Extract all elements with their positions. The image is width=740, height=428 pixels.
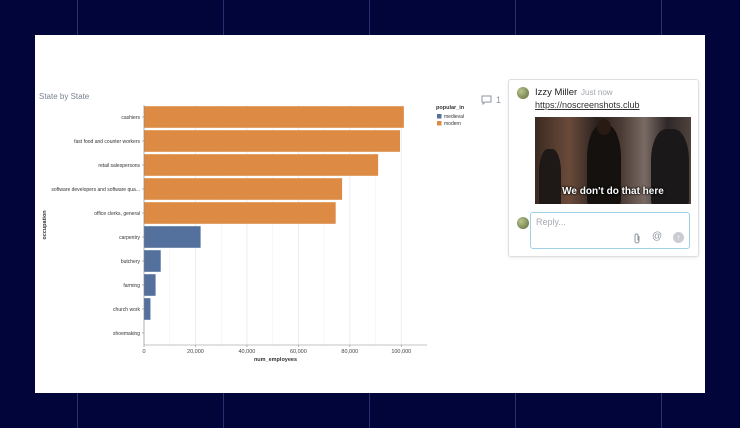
comment-author: Izzy Miller <box>535 87 578 98</box>
send-button[interactable]: ↑ <box>673 232 684 243</box>
background-gridline <box>223 393 224 428</box>
chart-title: State by State <box>39 92 90 101</box>
bar <box>144 154 379 176</box>
gif-figure <box>539 149 561 204</box>
bar <box>144 298 151 320</box>
background-gridline <box>661 0 662 35</box>
x-tick-label: 0 <box>142 349 145 355</box>
background-gridline <box>369 393 370 428</box>
x-tick-label: 80,000 <box>341 349 358 355</box>
category-label: church work <box>113 307 140 313</box>
legend-swatch <box>437 121 442 126</box>
x-tick-label: 60,000 <box>290 349 307 355</box>
background-gridline <box>661 393 662 428</box>
reply-avatar <box>517 217 529 229</box>
comment-link[interactable]: https://noscreenshots.club <box>535 100 640 110</box>
background-gridline <box>77 393 78 428</box>
paperclip-icon[interactable] <box>633 233 642 244</box>
bar <box>144 202 336 224</box>
category-label: software developers and software qua... <box>51 187 140 193</box>
category-label: farming <box>123 283 140 289</box>
arrow-up-icon: ↑ <box>676 233 681 242</box>
legend-label: medieval <box>444 114 464 120</box>
bar <box>144 178 343 200</box>
category-label: shoemaking <box>113 331 140 337</box>
background-gridline <box>369 0 370 35</box>
x-tick-label: 100,000 <box>391 349 411 355</box>
gif-caption: We don't do that here <box>562 186 664 197</box>
legend-title: popular_in <box>436 105 465 111</box>
x-axis-title: num_employees <box>254 357 297 363</box>
gif-figure <box>597 119 611 135</box>
bar-chart: cashiers fast food and counter workers ret… <box>42 105 465 363</box>
category-label: carpentry <box>119 235 140 241</box>
x-tick-label: 40,000 <box>238 349 255 355</box>
background-gridline <box>515 0 516 35</box>
category-label: office clerks, general <box>94 211 140 217</box>
gif-figure <box>587 125 621 204</box>
legend-swatch <box>437 114 442 119</box>
category-label: cashiers <box>121 115 140 121</box>
category-label: retail salespersons <box>98 163 140 169</box>
y-axis-title: occupation <box>42 210 48 240</box>
comment-time: Just now <box>581 88 613 97</box>
bar <box>144 130 400 152</box>
comment-thread: Izzy Miller Just now https://noscreensho… <box>508 79 699 257</box>
avatar <box>517 87 529 99</box>
gif-image[interactable]: We don't do that here <box>535 117 691 204</box>
legend-label: modern <box>444 121 461 127</box>
comment-count-button[interactable]: 1 <box>481 95 501 105</box>
background-gridline <box>515 393 516 428</box>
bar <box>144 106 404 128</box>
bar <box>144 274 156 296</box>
background-gridline <box>77 0 78 35</box>
speech-bubble-icon <box>481 95 492 105</box>
x-tick-label: 20,000 <box>187 349 204 355</box>
category-label: butchery <box>121 259 141 265</box>
reply-placeholder: Reply... <box>536 217 566 227</box>
app-canvas: State by State cashiers fast food and cou… <box>35 35 705 393</box>
at-icon[interactable]: @ <box>652 231 663 242</box>
background-gridline <box>223 0 224 35</box>
comment-count: 1 <box>496 95 502 105</box>
gif-figure <box>651 129 689 204</box>
bar <box>144 226 201 248</box>
reply-input[interactable]: Reply... @ ↑ <box>530 212 690 249</box>
bar <box>144 250 161 272</box>
category-label: fast food and counter workers <box>74 139 140 145</box>
